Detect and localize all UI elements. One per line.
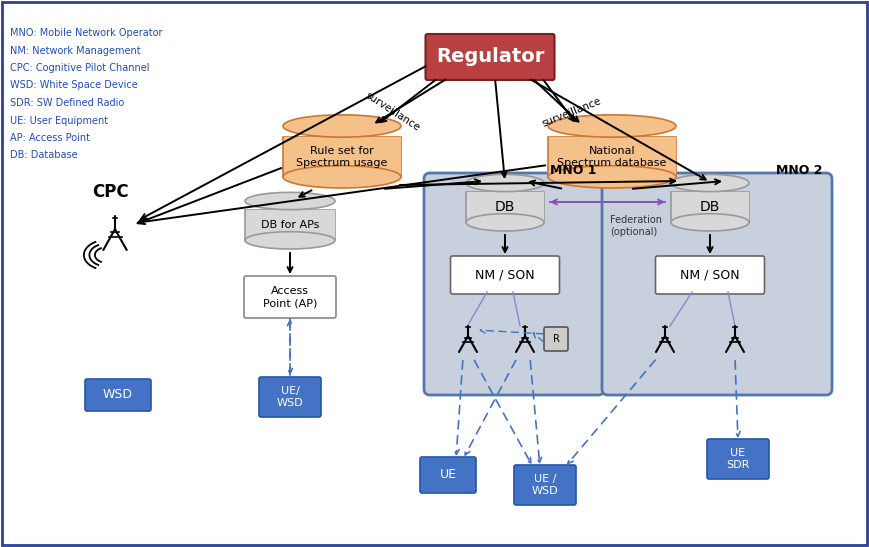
Text: NM / SON: NM / SON: [475, 269, 534, 282]
Ellipse shape: [466, 174, 544, 191]
FancyBboxPatch shape: [602, 173, 832, 395]
Text: CPC: Cognitive Pilot Channel: CPC: Cognitive Pilot Channel: [10, 63, 149, 73]
FancyBboxPatch shape: [244, 276, 336, 318]
Ellipse shape: [671, 214, 749, 231]
FancyBboxPatch shape: [283, 137, 401, 177]
Text: surveillance: surveillance: [364, 91, 422, 133]
Ellipse shape: [671, 174, 749, 191]
FancyBboxPatch shape: [424, 173, 604, 395]
Text: R: R: [553, 334, 560, 344]
FancyBboxPatch shape: [283, 137, 401, 177]
FancyBboxPatch shape: [420, 457, 476, 493]
Text: WSD: White Space Device: WSD: White Space Device: [10, 80, 138, 90]
Ellipse shape: [283, 115, 401, 137]
Text: Regulator: Regulator: [436, 48, 544, 67]
Text: Federation
(optional): Federation (optional): [610, 215, 662, 237]
Text: DB for APs: DB for APs: [261, 220, 319, 230]
Ellipse shape: [245, 193, 335, 210]
Ellipse shape: [548, 166, 676, 188]
FancyBboxPatch shape: [246, 210, 335, 240]
Text: CPC: CPC: [92, 183, 129, 201]
Text: UE /
WSD: UE / WSD: [532, 474, 558, 496]
FancyBboxPatch shape: [707, 439, 769, 479]
Text: SDR: SW Defined Radio: SDR: SW Defined Radio: [10, 98, 124, 108]
Text: surveillance: surveillance: [541, 96, 603, 129]
Text: UE/
WSD: UE/ WSD: [276, 386, 303, 408]
Text: DB: Database: DB: Database: [10, 150, 77, 160]
Text: UE: User Equipment: UE: User Equipment: [10, 115, 108, 125]
Text: NM: Network Management: NM: Network Management: [10, 45, 141, 55]
Text: UE
SDR: UE SDR: [726, 448, 750, 470]
Text: WSD: WSD: [103, 388, 133, 401]
FancyBboxPatch shape: [245, 210, 335, 240]
Text: DB: DB: [700, 200, 720, 214]
Text: MNO: Mobile Network Operator: MNO: Mobile Network Operator: [10, 28, 163, 38]
Text: DB: DB: [494, 200, 515, 214]
Text: NM / SON: NM / SON: [680, 269, 740, 282]
Ellipse shape: [245, 232, 335, 249]
FancyBboxPatch shape: [548, 137, 675, 177]
Text: MNO 2: MNO 2: [775, 164, 822, 177]
FancyBboxPatch shape: [514, 465, 576, 505]
Ellipse shape: [466, 214, 544, 231]
Text: National
Spectrum database: National Spectrum database: [557, 146, 667, 168]
FancyBboxPatch shape: [467, 191, 543, 223]
FancyBboxPatch shape: [655, 256, 765, 294]
FancyBboxPatch shape: [426, 34, 554, 80]
Text: UE: UE: [440, 468, 456, 481]
Ellipse shape: [283, 166, 401, 188]
FancyBboxPatch shape: [259, 377, 321, 417]
Text: Access
Point (AP): Access Point (AP): [262, 286, 317, 308]
Text: Rule set for
Spectrum usage: Rule set for Spectrum usage: [296, 146, 388, 168]
Ellipse shape: [548, 115, 676, 137]
FancyBboxPatch shape: [450, 256, 560, 294]
FancyBboxPatch shape: [85, 379, 151, 411]
FancyBboxPatch shape: [548, 137, 676, 177]
FancyBboxPatch shape: [544, 327, 568, 351]
FancyBboxPatch shape: [466, 191, 544, 223]
FancyBboxPatch shape: [671, 191, 749, 223]
Text: MNO 1: MNO 1: [549, 164, 596, 177]
Text: AP: Access Point: AP: Access Point: [10, 133, 90, 143]
FancyBboxPatch shape: [672, 191, 748, 223]
